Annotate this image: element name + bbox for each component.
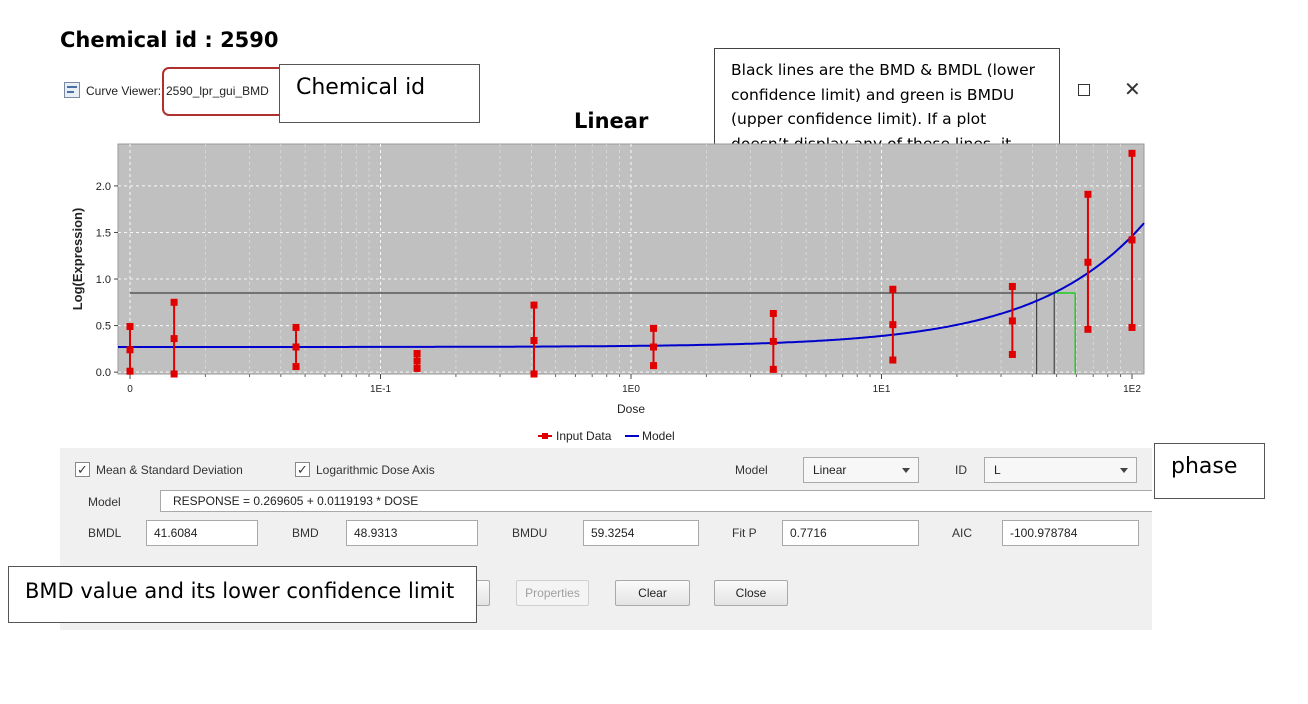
- bmd-reference-lines: [130, 292, 1076, 374]
- data-point-marker: [1128, 236, 1136, 244]
- data-point-marker: [292, 343, 300, 351]
- input-data-markers: [126, 149, 1136, 378]
- bmdu-label: BMDU: [512, 526, 548, 540]
- callout-phase: phase: [1154, 443, 1265, 499]
- callout-bmd-value: BMD value and its lower confidence limit: [8, 566, 477, 623]
- data-point-marker: [530, 301, 538, 309]
- chart-legend: Input Data Model: [538, 429, 675, 443]
- x-tick-label: 1E1: [873, 384, 891, 395]
- window-title-chemical-id: 2590_lpr_gui_BMD: [166, 84, 269, 98]
- model-select-label: Model: [735, 463, 768, 477]
- x-axis-label: Dose: [617, 402, 645, 416]
- chart-title: Linear: [574, 109, 649, 133]
- y-tick-label: 2.0: [96, 181, 111, 193]
- data-point-marker: [1084, 258, 1092, 266]
- data-point-marker: [1128, 149, 1136, 157]
- data-point-marker: [889, 285, 897, 293]
- data-point-marker: [889, 356, 897, 364]
- control-panel: ✓ Mean & Standard Deviation ✓ Logarithmi…: [60, 448, 1152, 630]
- data-point-marker: [1084, 190, 1092, 198]
- x-tick-label: 1E2: [1123, 384, 1141, 395]
- model-select-value: Linear: [813, 463, 847, 477]
- data-point-marker: [650, 324, 658, 332]
- fitp-label: Fit P: [732, 526, 757, 540]
- y-tick-label: 1.5: [96, 227, 111, 239]
- id-select-value: L: [994, 463, 1001, 477]
- data-point-marker: [413, 364, 421, 372]
- data-point-marker: [1008, 282, 1016, 290]
- aic-label: AIC: [952, 526, 973, 540]
- data-point-marker: [292, 363, 300, 371]
- bmd-label: BMD: [292, 526, 319, 540]
- data-point-marker: [1008, 317, 1016, 325]
- x-tick-label: 1E-1: [370, 384, 392, 395]
- callout-chemical-id: Chemical id: [279, 64, 480, 123]
- data-point-marker: [769, 309, 777, 317]
- x-tick-label: 0: [127, 384, 133, 395]
- maximize-icon[interactable]: [1078, 84, 1090, 96]
- data-point-marker: [126, 323, 134, 331]
- dose-response-chart: 0.0 0.5 1.0 1.5 2.0 0 1E-1 1E0 1E1 1E2 Dose Log(…: [70, 143, 1145, 443]
- data-point-marker: [292, 323, 300, 331]
- y-tick-label: 0.0: [96, 367, 111, 379]
- data-point-marker: [650, 362, 658, 370]
- data-point-marker: [413, 350, 421, 358]
- data-point-marker: [126, 346, 134, 354]
- mean-sd-checkbox[interactable]: ✓: [75, 462, 90, 477]
- legend-model: Model: [642, 429, 675, 443]
- data-point-marker: [126, 367, 134, 375]
- id-select-label: ID: [955, 463, 967, 477]
- x-tick-label: 1E0: [622, 384, 640, 395]
- legend-input-data: Input Data: [556, 429, 612, 443]
- page-heading: Chemical id : 2590: [60, 28, 279, 52]
- model-curve: [118, 222, 1145, 348]
- bmdu-field[interactable]: 59.3254: [583, 520, 699, 546]
- bmd-app-icon: [64, 82, 80, 98]
- id-select[interactable]: L: [984, 457, 1137, 483]
- chemical-id-highlight: [162, 67, 288, 116]
- data-point-marker: [170, 298, 178, 306]
- data-point-marker: [1008, 350, 1016, 358]
- model-equation-label: Model: [88, 495, 121, 509]
- model-select[interactable]: Linear: [803, 457, 919, 483]
- aic-field[interactable]: -100.978784: [1002, 520, 1139, 546]
- chevron-down-icon: [902, 468, 910, 473]
- data-point-marker: [769, 365, 777, 373]
- data-point-marker: [1084, 325, 1092, 333]
- properties-button[interactable]: Properties: [516, 580, 589, 606]
- y-tick-label: 1.0: [96, 274, 111, 286]
- data-point-marker: [530, 370, 538, 378]
- x-axis: 0 1E-1 1E0 1E1 1E2: [127, 374, 1141, 395]
- data-point-marker: [769, 337, 777, 345]
- y-tick-label: 0.5: [96, 321, 111, 333]
- data-point-marker: [170, 370, 178, 378]
- data-point-marker: [1128, 323, 1136, 331]
- mean-sd-label: Mean & Standard Deviation: [96, 463, 243, 477]
- close-button[interactable]: Close: [714, 580, 788, 606]
- plot-grid: [118, 144, 1144, 374]
- close-icon[interactable]: ✕: [1124, 79, 1141, 101]
- data-point-marker: [889, 321, 897, 329]
- data-point-marker: [650, 343, 658, 351]
- log-axis-checkbox[interactable]: ✓: [295, 462, 310, 477]
- clear-button[interactable]: Clear: [615, 580, 690, 606]
- chevron-down-icon: [1120, 468, 1128, 473]
- data-point-marker: [170, 335, 178, 343]
- fitp-field[interactable]: 0.7716: [782, 520, 919, 546]
- bmdl-label: BMDL: [88, 526, 122, 540]
- y-axis-label: Log(Expression): [70, 208, 85, 311]
- y-axis: 0.0 0.5 1.0 1.5 2.0: [96, 181, 118, 379]
- window-title-prefix: Curve Viewer:: [86, 84, 162, 98]
- bmdl-field[interactable]: 41.6084: [146, 520, 258, 546]
- model-equation-field[interactable]: RESPONSE = 0.269605 + 0.0119193 * DOSE: [160, 490, 1152, 512]
- log-axis-label: Logarithmic Dose Axis: [316, 463, 435, 477]
- bmd-field[interactable]: 48.9313: [346, 520, 478, 546]
- data-point-marker: [413, 357, 421, 365]
- data-point-marker: [530, 336, 538, 344]
